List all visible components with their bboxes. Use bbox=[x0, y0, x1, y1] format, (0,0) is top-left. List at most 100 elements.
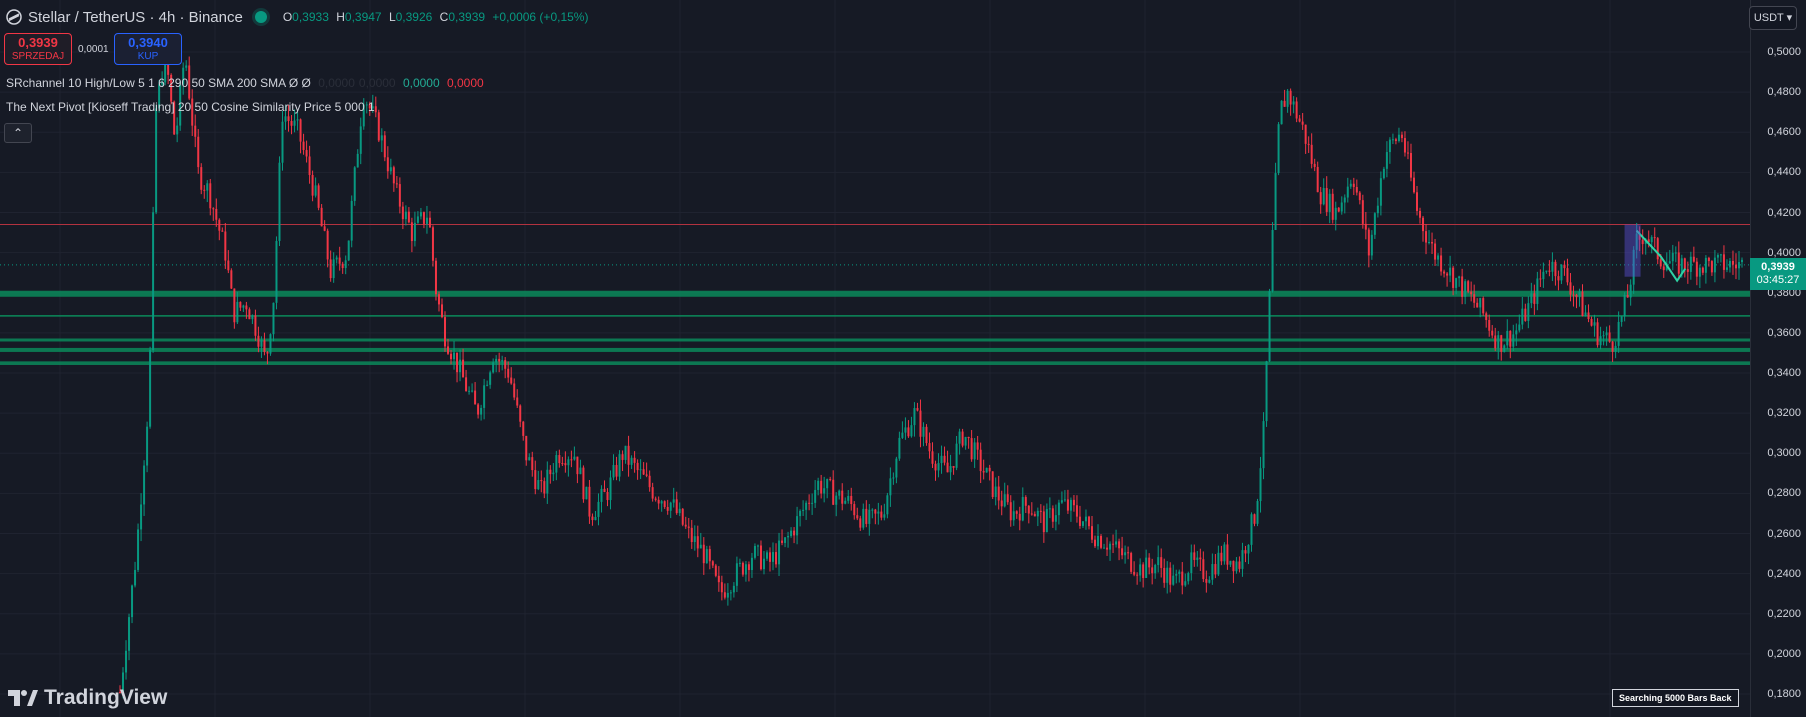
candle-body bbox=[149, 350, 152, 427]
candle-body bbox=[1599, 336, 1602, 346]
candle-body bbox=[480, 407, 483, 415]
candle-body bbox=[1385, 152, 1388, 169]
symbol-title[interactable]: Stellar / TetherUS · 4h · Binance bbox=[28, 8, 243, 26]
candle-body bbox=[209, 183, 212, 209]
candle-body bbox=[997, 486, 1000, 501]
candle-body bbox=[1482, 298, 1485, 314]
candle-body bbox=[1343, 197, 1346, 203]
candle-body bbox=[1169, 567, 1172, 585]
indicator-srchannel[interactable]: SRchannel 10 High/Low 5 1 6 290 50 SMA 2… bbox=[6, 76, 484, 90]
candle-body bbox=[775, 552, 778, 565]
sell-button[interactable]: 0,3939 SPRZEDAJ bbox=[4, 33, 72, 65]
candle-body bbox=[1629, 284, 1632, 298]
candle-body bbox=[119, 691, 121, 693]
candle-body bbox=[1277, 124, 1280, 174]
candle-body bbox=[422, 212, 425, 224]
candle-body bbox=[158, 84, 161, 109]
candle-body bbox=[1683, 258, 1686, 270]
candle-body bbox=[477, 404, 480, 415]
indicator-next-pivot[interactable]: The Next Pivot [Kioseff Trading] 20 50 C… bbox=[6, 100, 375, 114]
candle-body bbox=[886, 495, 889, 515]
candle-body bbox=[1298, 118, 1301, 122]
candle-body bbox=[582, 467, 585, 500]
candle-body bbox=[1650, 237, 1653, 243]
candle-body bbox=[353, 167, 356, 201]
bar-countdown: 03:45:27 bbox=[1756, 274, 1800, 286]
candle-body bbox=[1605, 332, 1608, 336]
candle-body bbox=[218, 219, 221, 231]
candle-body bbox=[1319, 192, 1322, 205]
currency-selector[interactable]: USDT ▾ bbox=[1749, 6, 1797, 30]
candle-body bbox=[1485, 313, 1488, 320]
support-zone bbox=[0, 361, 1750, 365]
candle-body bbox=[269, 334, 272, 354]
candle-body bbox=[964, 436, 967, 446]
candle-body bbox=[1163, 567, 1166, 583]
candle-body bbox=[398, 184, 401, 207]
candle-body bbox=[257, 335, 260, 347]
candle-body bbox=[534, 470, 537, 490]
candle-body bbox=[756, 545, 759, 547]
candle-body bbox=[1412, 177, 1415, 193]
candle-body bbox=[302, 141, 305, 151]
candle-body bbox=[702, 544, 705, 564]
price-chart[interactable] bbox=[0, 0, 1750, 717]
candle-body bbox=[1425, 231, 1428, 243]
price-tick-label: 0,5000 bbox=[1767, 46, 1801, 58]
candle-body bbox=[1376, 205, 1379, 214]
collapse-indicators-button[interactable]: ⌃ bbox=[4, 123, 32, 143]
price-axis[interactable]: 0,5000 0,4800 0,4600 0,4400 0,4200 0,4000 0,38… bbox=[1750, 0, 1806, 717]
price-tick-label: 0,4400 bbox=[1767, 166, 1801, 179]
candle-body bbox=[1223, 544, 1226, 562]
candle-body bbox=[693, 536, 696, 543]
candle-body bbox=[817, 480, 820, 490]
candle-body bbox=[290, 121, 293, 126]
candle-body bbox=[161, 82, 164, 85]
price-tick-label: 0,4200 bbox=[1767, 206, 1801, 219]
tradingview-logo[interactable]: TradingView bbox=[8, 686, 167, 710]
candle-body bbox=[185, 65, 188, 68]
candle-body bbox=[1283, 100, 1286, 107]
candle-body bbox=[1036, 510, 1039, 517]
candle-body bbox=[434, 260, 437, 295]
candle-body bbox=[1692, 256, 1695, 262]
candle-body bbox=[245, 305, 248, 310]
candle-body bbox=[1006, 494, 1009, 503]
candle-body bbox=[1659, 259, 1662, 267]
candle-body bbox=[1256, 501, 1259, 524]
candle-body bbox=[759, 545, 762, 570]
price-tick-label: 0,2800 bbox=[1767, 487, 1801, 500]
candle-body bbox=[125, 650, 128, 673]
candle-body bbox=[1557, 276, 1560, 281]
candle-body bbox=[347, 240, 350, 261]
candle-body bbox=[624, 445, 627, 460]
candle-body bbox=[1422, 217, 1425, 232]
candle-body bbox=[450, 353, 453, 360]
candle-body bbox=[1379, 178, 1382, 206]
buy-button[interactable]: 0,3940 KUP bbox=[114, 33, 182, 65]
candle-body bbox=[311, 175, 314, 196]
candle-body bbox=[374, 106, 377, 113]
candle-body bbox=[621, 454, 624, 460]
candle-body bbox=[1057, 502, 1060, 516]
candle-body bbox=[1512, 334, 1515, 347]
candle-body bbox=[1139, 564, 1142, 576]
candle-body bbox=[690, 527, 693, 543]
candle-body bbox=[1638, 233, 1641, 240]
candle-body bbox=[510, 377, 513, 384]
candle-body bbox=[350, 200, 353, 241]
candle-body bbox=[907, 427, 910, 437]
candle-body bbox=[642, 469, 645, 475]
candle-body bbox=[1331, 193, 1334, 220]
candle-body bbox=[317, 185, 320, 208]
candle-body bbox=[1066, 499, 1069, 511]
candle-body bbox=[1440, 255, 1443, 272]
support-resistance-lines bbox=[0, 224, 1750, 365]
candle-body bbox=[1400, 134, 1403, 139]
candle-body bbox=[1671, 252, 1674, 262]
candle-body bbox=[829, 478, 832, 480]
candle-body bbox=[1530, 293, 1533, 304]
candle-body bbox=[489, 372, 492, 385]
candle-body bbox=[898, 437, 901, 459]
quick-trade-panel: 0,3939 SPRZEDAJ 0,0001 0,3940 KUP bbox=[4, 33, 182, 65]
